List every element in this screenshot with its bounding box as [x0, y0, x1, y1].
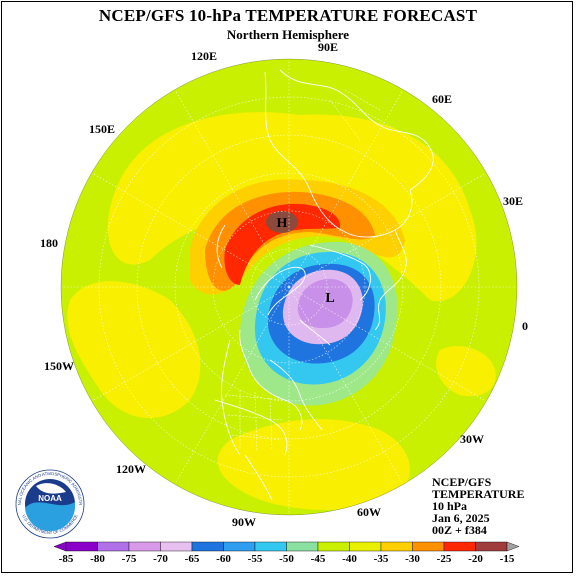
colorbar-swatch	[97, 541, 130, 552]
brown-core	[266, 211, 298, 233]
colorbar-end-low	[53, 541, 67, 552]
colorbar-label: -70	[153, 553, 168, 565]
lon-label-180: 180	[40, 236, 58, 250]
red-zone	[224, 203, 341, 285]
info-date: Jan 6, 2025	[432, 511, 490, 525]
colorbar-swatch	[380, 541, 413, 552]
yellow-patch-east	[436, 346, 496, 397]
lon-label-150w: 150W	[44, 359, 74, 373]
lon-label-0: 0	[522, 319, 528, 333]
lon-label-120e: 120E	[191, 49, 218, 63]
colorbar-swatch	[254, 541, 287, 552]
colorbar-swatch	[349, 541, 382, 552]
colorbar-swatch	[160, 541, 193, 552]
lon-label-120w: 120W	[116, 462, 146, 476]
noaa-logo-name: NOAA	[38, 494, 62, 503]
lon-label-60w: 60W	[357, 505, 381, 519]
info-model: NCEP/GFS	[432, 475, 492, 489]
color-bar: -85 -80 -75 -70 -65 -60 -55 -50 -45 -40 -35 -30 -25 -…	[53, 541, 520, 565]
lon-label-30e: 30E	[503, 194, 524, 208]
colorbar-swatch	[475, 541, 508, 552]
colorbar-label: -85	[59, 553, 74, 565]
low-center-label: L	[325, 291, 334, 306]
colorbar-label: -25	[437, 553, 452, 565]
colorbar-swatch	[412, 541, 445, 552]
colorbar-label: -40	[342, 553, 357, 565]
colorbar-label: -45	[311, 553, 326, 565]
colorbar-label: -60	[216, 553, 231, 565]
purple-zone	[297, 278, 353, 329]
meridians	[61, 59, 517, 515]
lon-label-60e: 60E	[432, 92, 453, 106]
colorbar-label: -20	[468, 553, 483, 565]
info-variable: TEMPERATURE	[432, 487, 525, 501]
info-cycle: 00Z + f384	[432, 523, 487, 537]
colorbar-label: -55	[248, 553, 263, 565]
map-title: NCEP/GFS 10-hPa TEMPERATURE FORECAST	[98, 6, 478, 25]
colorbar-label: -65	[185, 553, 200, 565]
noaa-logo: NOAA NATIONAL OCEANIC AND ATMOSPHERIC AD…	[15, 469, 85, 539]
colorbar-label: -30	[405, 553, 420, 565]
colorbar-swatch	[286, 541, 319, 552]
colorbar-end-high	[506, 541, 520, 552]
colorbar-swatch	[191, 541, 224, 552]
forecast-info: NCEP/GFS TEMPERATURE 10 hPa Jan 6, 2025 …	[432, 476, 524, 536]
colorbar-label: -35	[374, 553, 389, 565]
info-level: 10 hPa	[432, 499, 468, 513]
colorbar-label: -15	[500, 553, 515, 565]
high-center-label: H	[277, 216, 288, 231]
colorbar-swatch	[128, 541, 161, 552]
lon-label-90w: 90W	[232, 515, 256, 529]
map-boundary	[60, 58, 518, 516]
colorbar-label: -80	[90, 553, 105, 565]
lon-label-30w: 30W	[460, 432, 484, 446]
map-subtitle: Northern Hemisphere	[226, 27, 350, 42]
colorbar-swatch	[443, 541, 476, 552]
temperature-field	[61, 59, 517, 515]
colorbar-label: -75	[122, 553, 137, 565]
coastlines	[214, 69, 434, 501]
lon-label-90e: 90E	[318, 40, 339, 54]
colorbar-swatch	[317, 541, 350, 552]
lon-label-150e: 150E	[89, 122, 116, 136]
colorbar-label: -50	[279, 553, 294, 565]
political-borders	[224, 89, 381, 453]
colorbar-swatch	[65, 541, 98, 552]
yellow-zone-west	[67, 281, 201, 419]
colorbar-swatch	[223, 541, 256, 552]
